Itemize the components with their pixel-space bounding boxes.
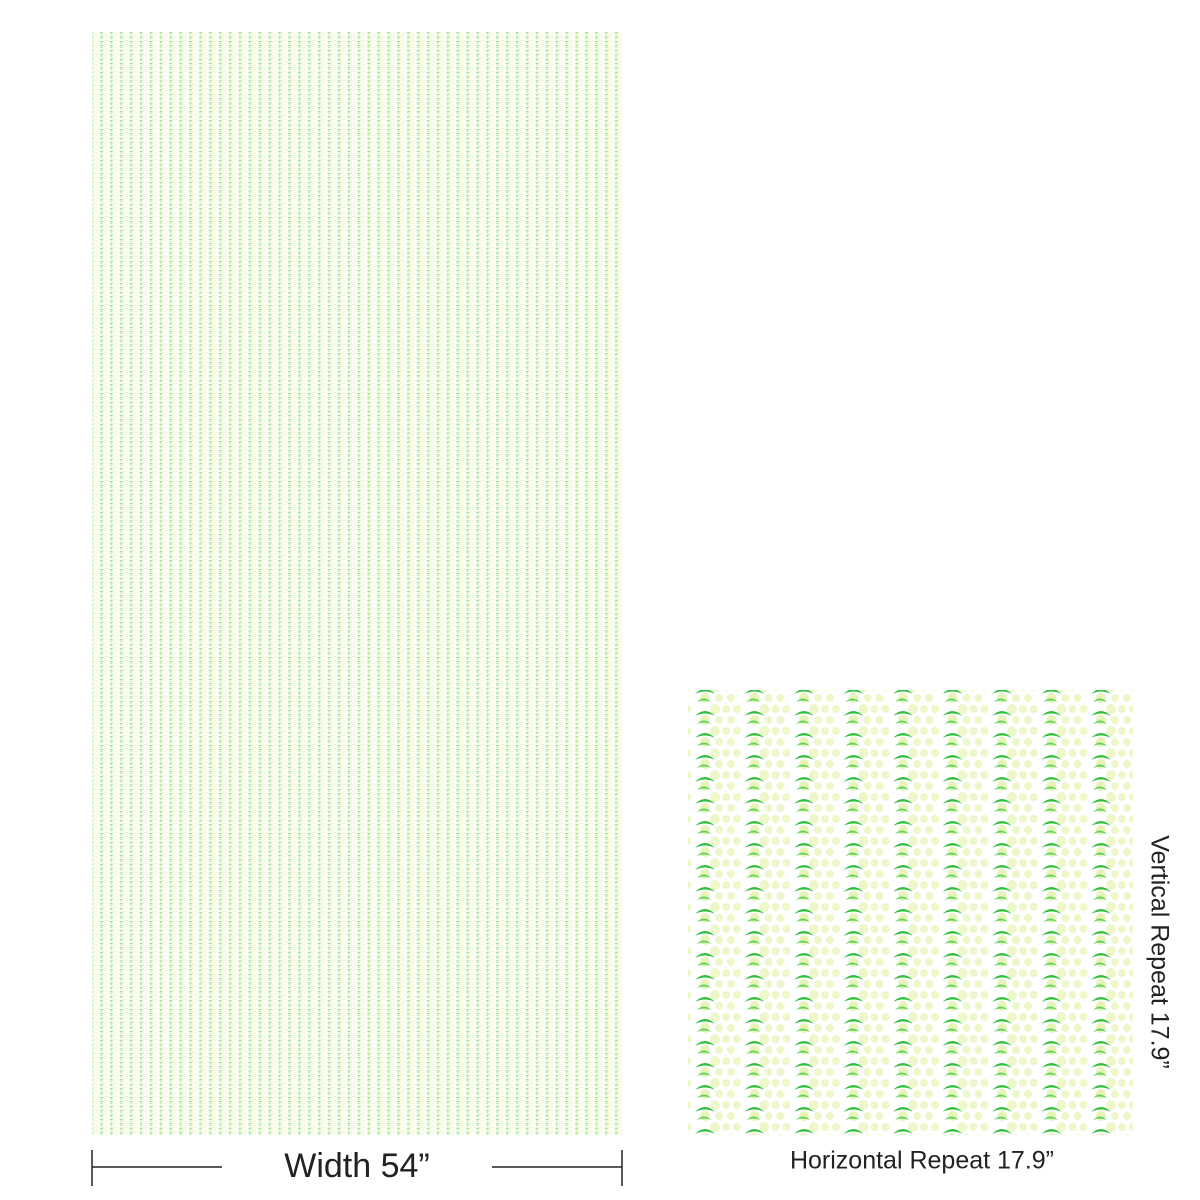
repeat-swatch — [688, 690, 1133, 1135]
width-dimension — [91, 1150, 623, 1186]
horizontal-repeat-label: Horizontal Repeat 17.9” — [790, 1147, 1054, 1175]
vertical-repeat-label: Vertical Repeat 17.9” — [1145, 835, 1173, 1068]
fabric-panel — [92, 32, 622, 1135]
width-label: Width 54” — [284, 1147, 430, 1185]
